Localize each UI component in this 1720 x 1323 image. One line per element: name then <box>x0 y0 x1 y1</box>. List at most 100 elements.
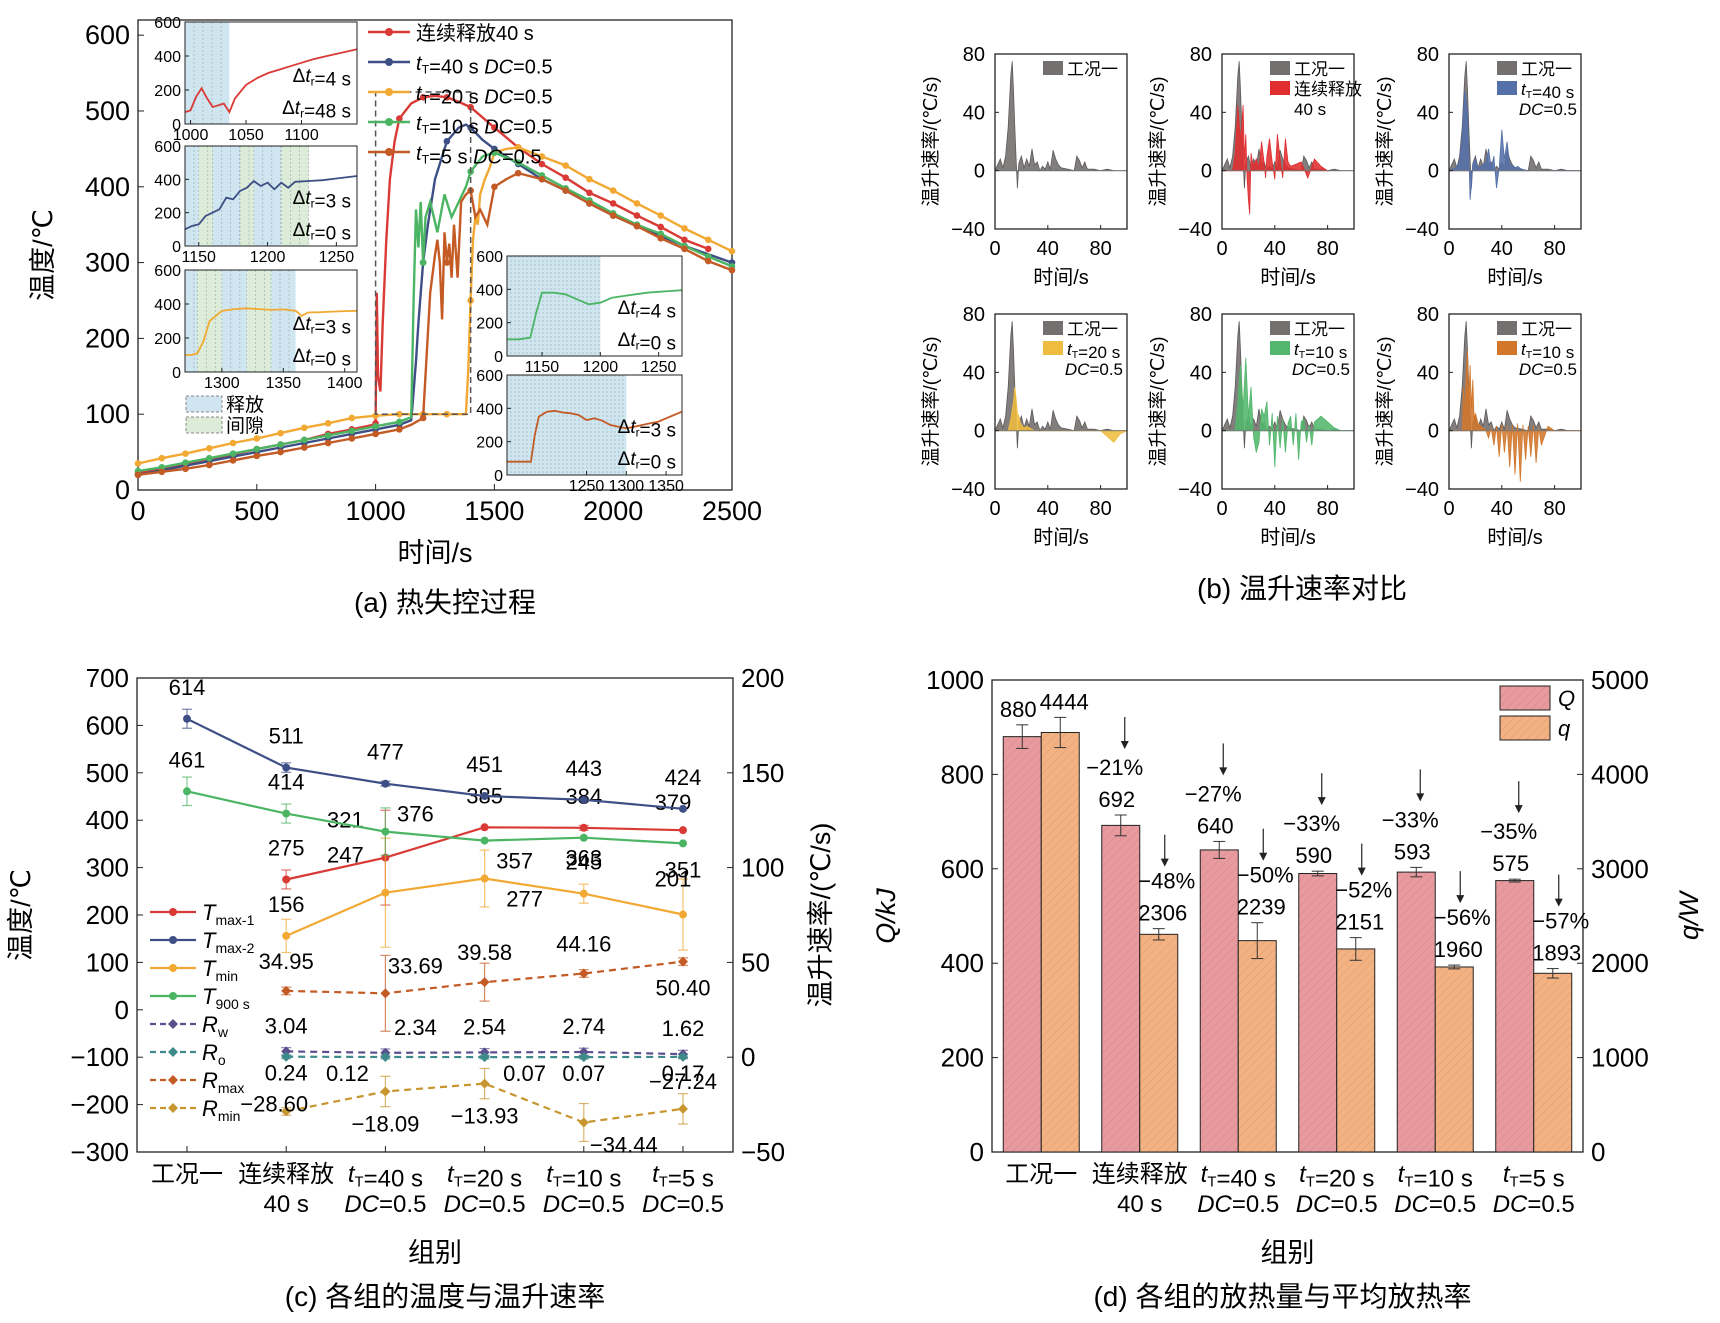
inset-y-tick-label: 600 <box>154 263 181 280</box>
x-tick-label: 40 <box>1491 238 1513 260</box>
reference-area <box>994 61 1128 189</box>
legend-label: DC=0.5 <box>1292 360 1350 379</box>
data-point <box>562 162 569 169</box>
change-label: −35% <box>1480 819 1537 844</box>
data-point <box>419 259 427 266</box>
y2-tick-label: 150 <box>741 758 784 788</box>
data-label: 351 <box>665 857 702 882</box>
legend-label: 工况一 <box>1521 320 1572 339</box>
change-label: −56% <box>1434 905 1491 930</box>
panel-c-caption: (c) 各组的温度与温升速率 <box>285 1281 605 1312</box>
legend-label: tT=5 s DC=0.5 <box>416 143 541 169</box>
y-tick-label: 500 <box>85 96 130 126</box>
legend-label: Ro <box>202 1040 226 1068</box>
y2-tick-label: 200 <box>741 663 784 693</box>
category-label: tT=10 s <box>1398 1161 1473 1192</box>
x-axis-title: 时间/s <box>1487 266 1543 289</box>
y-tick-label: −200 <box>70 1090 129 1120</box>
inset-y-tick-label: 400 <box>154 297 181 314</box>
change-arrowhead <box>1259 852 1268 861</box>
legend-label: Q <box>1558 686 1575 711</box>
data-point <box>281 1046 292 1057</box>
change-arrowhead <box>1456 895 1465 904</box>
data-point <box>282 763 291 772</box>
inset-band <box>253 146 282 246</box>
data-label: 424 <box>665 765 702 790</box>
legend-label: tT=10 s DC=0.5 <box>416 113 553 139</box>
data-point <box>480 792 489 801</box>
x-tick-label: 1500 <box>464 496 524 526</box>
data-point <box>419 414 427 422</box>
panel-b-caption: (b) 温升速率对比 <box>1197 573 1407 604</box>
subplot-frame <box>1221 313 1355 490</box>
data-point <box>562 187 569 194</box>
data-point <box>579 823 588 832</box>
inset-band <box>198 146 213 246</box>
data-point <box>158 454 166 462</box>
data-point <box>514 159 522 166</box>
x-tick-label: 0 <box>130 496 145 526</box>
x-tick-label: 0 <box>989 498 1000 520</box>
inset-label: Δtr=4 s <box>293 66 351 91</box>
y-tick-label: 600 <box>941 854 984 884</box>
data-point <box>158 463 166 471</box>
x-tick-label: 0 <box>1216 238 1227 260</box>
data-point <box>480 874 489 883</box>
inset-y-tick-label: 200 <box>154 206 181 223</box>
inset-y-tick-label: 200 <box>476 316 503 333</box>
x-axis-title: 时间/s <box>1260 526 1316 549</box>
legend-label: 工况一 <box>1067 60 1118 79</box>
legend-label: tT=20 s DC=0.5 <box>416 83 553 109</box>
inset-label: Δtr=48 s <box>282 98 351 123</box>
y2-tick-label: 5000 <box>1591 665 1649 695</box>
y-axis-title: 温升速率/(℃/s) <box>1374 76 1396 206</box>
legend-label: Tmin <box>202 956 238 984</box>
inset-x-tick-label: 1050 <box>228 127 264 144</box>
data-point <box>538 153 546 160</box>
band-legend-swatch <box>185 395 223 413</box>
category-label: DC=0.5 <box>344 1191 426 1218</box>
y-tick-label: −100 <box>70 1042 129 1072</box>
change-arrowhead <box>1554 898 1563 907</box>
inset-band <box>271 270 296 372</box>
data-point <box>396 418 403 426</box>
panel-d-axes-frame <box>991 679 1584 1153</box>
bar-Q <box>1101 824 1141 1153</box>
bar-value-label: 880 <box>1000 697 1037 722</box>
y-tick-label: 80 <box>963 304 985 326</box>
y2-tick-label: 0 <box>1591 1137 1605 1167</box>
data-label: 0.17 <box>662 1061 705 1086</box>
inset-x-tick-label: 1150 <box>182 249 217 266</box>
data-point <box>728 266 736 274</box>
inset-y-tick-label: 0 <box>494 349 503 366</box>
data-point <box>253 452 261 460</box>
y-tick-label: 200 <box>86 900 129 930</box>
inset-label: Δtr=3 s <box>293 188 351 213</box>
data-point <box>657 212 665 219</box>
panel-a-axes-frame <box>137 19 733 491</box>
data-point <box>381 888 390 897</box>
inset-label: Δtr=3 s <box>293 314 351 339</box>
data-point <box>381 779 390 788</box>
legend-swatch <box>1499 685 1551 711</box>
data-point <box>282 809 291 818</box>
x-tick-label: 80 <box>1316 498 1338 520</box>
data-point <box>578 1117 589 1128</box>
legend-label: Rmin <box>202 1096 240 1124</box>
data-point <box>491 124 498 131</box>
data-label: 156 <box>268 892 305 917</box>
panel-a-caption: (a) 热失控过程 <box>354 587 536 618</box>
y2-tick-label: 3000 <box>1591 854 1649 884</box>
x-tick-label: 0 <box>1443 498 1454 520</box>
x-tick-label: 80 <box>1089 498 1111 520</box>
x-axis-title: 时间/s <box>1487 526 1543 549</box>
y-tick-label: −40 <box>1405 479 1439 501</box>
legend-label: tT=40 s <box>1521 80 1574 102</box>
inset-x-tick-label: 1000 <box>173 127 209 144</box>
category-label: 连续释放 <box>238 1161 334 1188</box>
data-point <box>479 1078 490 1089</box>
data-point <box>579 889 588 898</box>
legend-marker <box>169 992 177 1000</box>
inset-y-tick-label: 400 <box>154 172 181 189</box>
data-label: 247 <box>327 843 364 868</box>
